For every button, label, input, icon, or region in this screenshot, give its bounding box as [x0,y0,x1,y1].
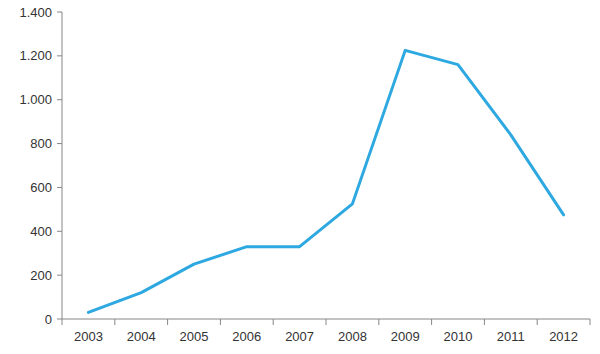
x-tick-label: 2011 [497,329,525,344]
y-tick [57,275,62,276]
x-tick [220,319,221,325]
x-tick-label: 2012 [549,329,578,344]
x-tick-label: 2006 [232,329,261,344]
x-tick-label: 2009 [391,329,420,344]
x-tick-label: 2010 [444,329,473,344]
y-tick-label: 0 [45,312,52,327]
y-tick-label: 600 [30,180,52,195]
data-line [88,50,563,312]
x-tick [378,319,379,325]
x-tick-label: 2008 [338,329,367,344]
y-tick [57,231,62,232]
y-tick [57,99,62,100]
y-tick-label: 1.400 [19,5,52,20]
y-tick [57,12,62,13]
chart-container: 0 200 400 600 800 1.000 1.200 1.400 2003 2004 2005… [0,0,600,354]
y-tick [57,55,62,56]
x-tick-label: 2007 [285,329,314,344]
x-tick-label: 2005 [180,329,209,344]
x-tick [537,319,538,325]
x-tick [273,319,274,325]
y-tick-label: 200 [30,268,52,283]
y-axis-line [62,12,63,319]
x-tick [484,319,485,325]
plot-area [88,50,563,312]
chart-svg: 0 200 400 600 800 1.000 1.200 1.400 2003 2004 2005… [0,0,600,354]
y-tick [57,187,62,188]
y-tick [57,319,62,320]
y-tick-label: 1.000 [19,92,52,107]
x-tick [114,319,115,325]
y-tick-label: 400 [30,224,52,239]
x-tick [326,319,327,325]
x-tick-label: 2003 [74,329,103,344]
y-tick [57,143,62,144]
x-tick [431,319,432,325]
x-tick [167,319,168,325]
x-tick [590,319,591,325]
x-tick-label: 2004 [127,329,156,344]
y-tick-label: 800 [30,136,52,151]
x-tick [62,319,63,325]
y-tick-label: 1.200 [19,48,52,63]
